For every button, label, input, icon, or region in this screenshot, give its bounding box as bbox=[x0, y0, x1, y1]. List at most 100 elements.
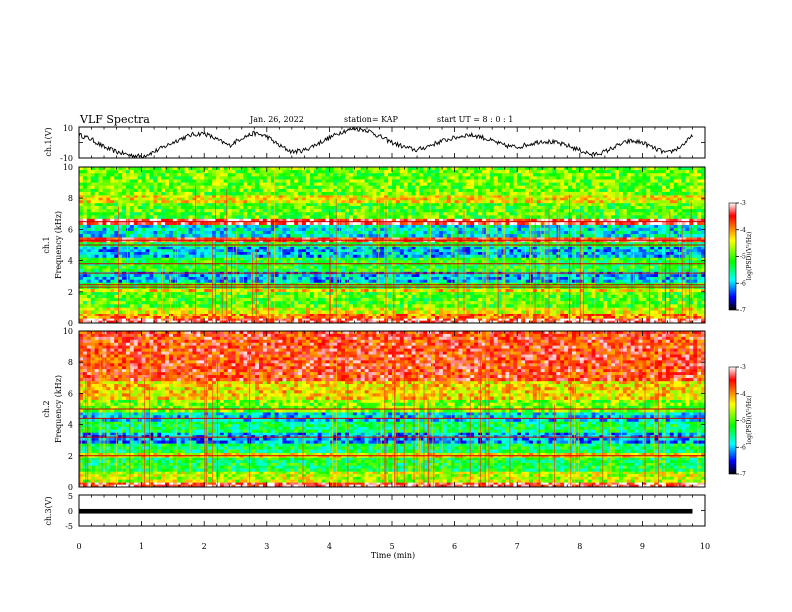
spectrogram-cell bbox=[223, 239, 228, 243]
spectrogram-cell bbox=[481, 313, 487, 317]
spectrogram-cell bbox=[618, 310, 624, 314]
spectrogram-cell bbox=[399, 313, 405, 317]
spectrogram-cell bbox=[368, 257, 373, 261]
spectrogram-cell bbox=[611, 279, 616, 283]
spectrogram-cell bbox=[505, 241, 510, 245]
spectrogram-cell bbox=[286, 260, 291, 264]
spectrogram-cell bbox=[442, 288, 448, 293]
spectrogram-cell bbox=[90, 291, 95, 296]
spectrogram-cell bbox=[325, 239, 330, 243]
spectrogram-cell bbox=[196, 279, 201, 283]
spectrogram-cell bbox=[321, 257, 326, 261]
spectrogram-cell bbox=[571, 246, 577, 250]
spectrogram-cell bbox=[114, 315, 119, 319]
spectrogram-cell bbox=[591, 294, 596, 299]
spectrogram-cell bbox=[552, 237, 557, 240]
spectrogram-cell bbox=[255, 249, 260, 253]
spectrogram-cell bbox=[282, 304, 287, 308]
spectrogram-cell bbox=[129, 313, 135, 317]
spectrogram-cell bbox=[540, 301, 545, 305]
spectrogram-cell bbox=[423, 276, 428, 281]
spectrogram-cell bbox=[388, 315, 393, 319]
spectrogram-cell bbox=[509, 282, 514, 286]
spectrogram-cell bbox=[137, 274, 142, 278]
spectrogram-cell bbox=[208, 288, 213, 293]
spectrogram-cell bbox=[442, 307, 448, 311]
spectrogram-cell bbox=[106, 320, 111, 324]
spectrogram-cell bbox=[231, 246, 236, 250]
spectrogram-cell bbox=[427, 315, 432, 319]
spectrogram-cell bbox=[274, 307, 279, 311]
spectrogram-cell bbox=[403, 307, 408, 311]
spectrogram-cell bbox=[360, 291, 365, 296]
spectrogram-cell bbox=[380, 291, 385, 296]
spectrogram-cell bbox=[282, 268, 287, 272]
spectrogram-cell bbox=[106, 304, 111, 308]
spectrogram-cell bbox=[352, 313, 358, 317]
spectrogram-cell bbox=[560, 307, 565, 311]
spectrogram-cell bbox=[125, 237, 131, 240]
spectrogram-cell bbox=[239, 301, 244, 305]
spectrogram-cell bbox=[536, 239, 541, 243]
spectrogram-cell bbox=[282, 310, 287, 314]
spectrogram-cell bbox=[110, 279, 115, 283]
spectrogram-cell bbox=[642, 249, 647, 253]
spectrogram-cell bbox=[431, 244, 436, 247]
spectrogram-cell bbox=[661, 244, 667, 247]
spectrogram-cell bbox=[595, 298, 600, 302]
spectrogram-cell bbox=[262, 282, 268, 286]
spectrogram-cell bbox=[79, 288, 84, 293]
spectrogram-cell bbox=[270, 263, 275, 267]
spectrogram-cell bbox=[399, 265, 405, 270]
spectrogram-cell bbox=[517, 241, 522, 245]
spectrogram-cell bbox=[243, 239, 248, 243]
spectrogram-cell bbox=[505, 304, 510, 308]
spectrogram-cell bbox=[110, 241, 115, 245]
spectrogram-cell bbox=[560, 241, 565, 245]
spectrogram-cell bbox=[685, 260, 690, 264]
spectrogram-cell bbox=[313, 252, 318, 256]
spectrogram-cell bbox=[544, 274, 549, 278]
spectrogram-cell bbox=[403, 260, 408, 264]
spectrogram-cell bbox=[94, 304, 99, 308]
spectrogram-cell bbox=[603, 315, 608, 319]
spectrogram-cell bbox=[321, 315, 326, 319]
spectrogram-cell bbox=[415, 315, 420, 319]
spectrogram-cell bbox=[571, 310, 577, 314]
spectrogram-cell bbox=[591, 237, 596, 240]
spectrogram-cell bbox=[368, 244, 373, 247]
spectrogram-cell bbox=[603, 294, 608, 299]
spectrogram-cell bbox=[513, 249, 518, 253]
spectrogram-cell bbox=[552, 265, 557, 270]
spectrogram-cell bbox=[693, 307, 698, 311]
spectrogram-cell bbox=[302, 254, 307, 258]
spectrogram-cell bbox=[673, 307, 678, 311]
spectrogram-cell bbox=[438, 244, 444, 247]
spectrogram-cell bbox=[133, 237, 138, 240]
spectrogram-cell bbox=[528, 310, 534, 314]
spectrogram-cell bbox=[626, 239, 631, 243]
spectrogram-cell bbox=[564, 301, 569, 305]
spectrogram-cell bbox=[415, 276, 420, 281]
spectrogram-cell bbox=[423, 254, 428, 258]
spectrogram-cell bbox=[188, 246, 193, 250]
spectrogram-cell bbox=[348, 304, 354, 308]
spectrogram-cell bbox=[251, 279, 256, 283]
spectrogram-cell bbox=[360, 279, 365, 283]
spectrogram-cell bbox=[521, 268, 526, 272]
spectrogram-cell bbox=[345, 268, 350, 272]
spectrogram-cell bbox=[607, 291, 612, 296]
spectrogram-cell bbox=[305, 294, 311, 299]
spectrogram-cell bbox=[360, 288, 365, 293]
spectrogram-cell bbox=[258, 282, 264, 286]
spectrogram-cell bbox=[501, 307, 506, 311]
spectrogram-cell bbox=[548, 279, 553, 283]
spectrogram-cell bbox=[348, 244, 354, 247]
spectrogram-cell bbox=[521, 320, 526, 324]
spectrogram-cell bbox=[638, 294, 643, 299]
spectrogram-cell bbox=[513, 294, 518, 299]
spectrogram-cell bbox=[693, 257, 698, 261]
spectrogram-cell bbox=[352, 241, 358, 245]
spectrogram-cell bbox=[661, 257, 667, 261]
spectrogram-cell bbox=[438, 291, 444, 296]
